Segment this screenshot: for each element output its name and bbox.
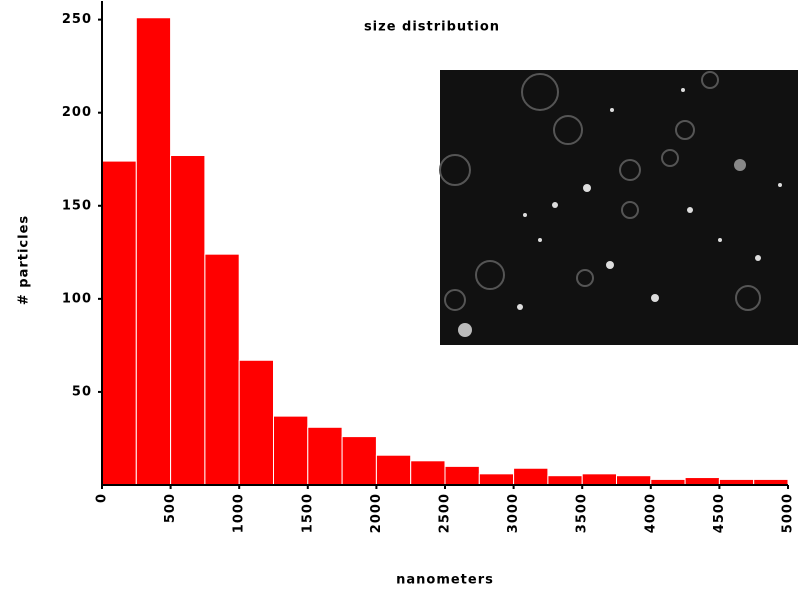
- bar: [479, 474, 513, 485]
- bar: [239, 360, 273, 485]
- y-tick-label: 50: [72, 384, 92, 399]
- y-axis-label: # particles: [17, 215, 32, 305]
- bar: [582, 474, 616, 485]
- bar: [171, 156, 205, 485]
- x-tick-label: 2500: [438, 493, 453, 533]
- bar: [514, 468, 548, 485]
- x-tick-label: 3500: [575, 493, 590, 533]
- bar: [205, 254, 239, 485]
- x-tick-label: 500: [163, 493, 178, 523]
- x-axis-label: nanometers: [396, 573, 494, 588]
- bar: [102, 161, 136, 485]
- x-tick-label: 1000: [232, 493, 247, 533]
- inset-image: [440, 70, 798, 345]
- bar: [342, 437, 376, 485]
- x-tick-label: 4000: [643, 493, 658, 533]
- bar: [548, 476, 582, 485]
- bar: [445, 466, 479, 485]
- x-tick-label: 1500: [300, 493, 315, 533]
- bar: [617, 476, 651, 485]
- bar: [376, 455, 410, 485]
- y-tick-label: 250: [62, 12, 92, 27]
- chart: size distribution nanometers # particles…: [0, 0, 806, 594]
- x-tick-label: 4500: [712, 493, 727, 533]
- chart-title: size distribution: [364, 20, 500, 35]
- x-tick-label: 0: [95, 493, 110, 503]
- x-tick-label: 5000: [781, 493, 796, 533]
- y-tick-label: 150: [62, 198, 92, 213]
- photo-background: [440, 70, 798, 345]
- bar: [411, 461, 445, 485]
- bar: [308, 427, 342, 485]
- y-tick-label: 100: [62, 291, 92, 306]
- y-tick-label: 200: [62, 105, 92, 120]
- bar: [136, 18, 170, 485]
- x-tick-label: 2000: [369, 493, 384, 533]
- x-tick-label: 3000: [506, 493, 521, 533]
- bar: [274, 416, 308, 485]
- bar: [685, 478, 719, 485]
